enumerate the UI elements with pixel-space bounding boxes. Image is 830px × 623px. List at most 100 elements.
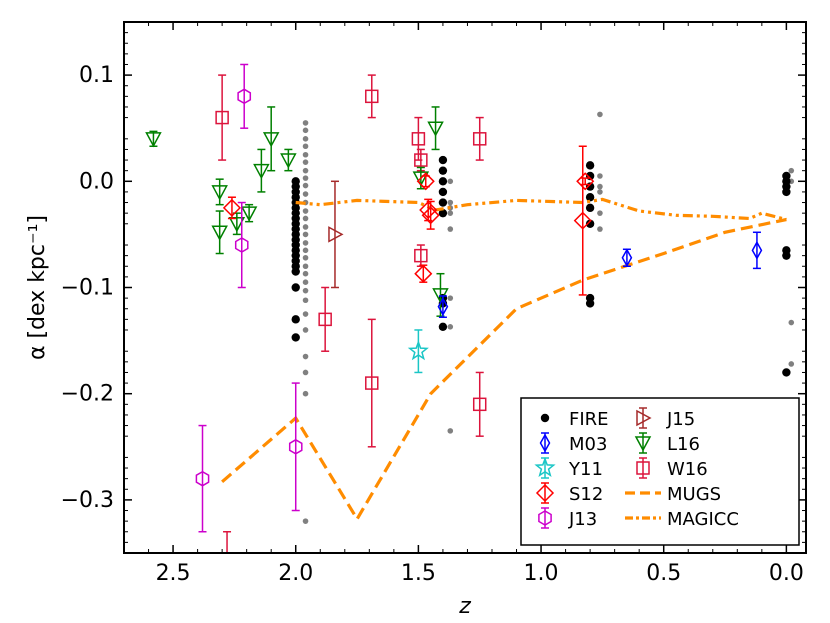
point-fire-grey xyxy=(302,279,309,285)
x-axis-label: z xyxy=(458,594,471,619)
point-fire-grey xyxy=(302,353,309,360)
legend-marker-y11 xyxy=(534,456,556,478)
legend-marker-s12 xyxy=(535,483,555,503)
x-tick-label: 1.0 xyxy=(524,561,559,586)
legend-label-y11: Y11 xyxy=(568,459,603,480)
point-fire-grey xyxy=(597,173,603,179)
x-tick-label: 2.5 xyxy=(156,561,191,586)
point-fire-grey xyxy=(302,136,309,142)
line-mugs xyxy=(221,217,787,523)
line-magicc xyxy=(295,197,787,222)
point-fire-grey xyxy=(302,240,309,246)
legend-box xyxy=(520,397,800,546)
point-fire xyxy=(438,208,448,218)
point-l16 xyxy=(412,171,430,187)
point-fire xyxy=(585,203,595,213)
point-s12 xyxy=(573,211,592,230)
point-fire-grey xyxy=(788,167,795,174)
point-fire-grey xyxy=(447,199,454,206)
point-fire-grey xyxy=(597,210,603,216)
point-fire-grey xyxy=(302,311,309,317)
point-fire xyxy=(438,187,448,197)
point-fire-grey xyxy=(447,226,454,232)
point-fire-grey xyxy=(302,215,309,222)
x-tick-label: 2.0 xyxy=(278,561,313,586)
point-fire xyxy=(291,267,300,276)
legend-label-j13: J13 xyxy=(568,509,597,530)
point-s12 xyxy=(414,264,433,283)
point-y11 xyxy=(407,340,429,361)
legend-marker-m03 xyxy=(539,433,551,453)
point-fire-grey xyxy=(302,182,309,189)
point-fire-grey xyxy=(302,270,309,277)
point-fire xyxy=(291,333,300,342)
point-fire-grey xyxy=(302,369,309,376)
legend-marker-l16 xyxy=(634,436,652,452)
point-fire-grey xyxy=(597,189,603,195)
series-s12 xyxy=(222,145,595,296)
point-fire-grey xyxy=(302,143,309,150)
series-m03 xyxy=(437,231,763,318)
point-fire-grey xyxy=(302,224,309,230)
point-w16 xyxy=(318,312,332,327)
point-fire xyxy=(438,177,448,186)
y-tick-label: 0.0 xyxy=(79,169,114,194)
point-fire xyxy=(438,198,448,207)
point-w16 xyxy=(365,376,379,390)
series-l16 xyxy=(145,106,449,317)
point-l16 xyxy=(228,217,246,233)
y-tick-label: −0.1 xyxy=(61,276,114,301)
point-s12 xyxy=(421,206,440,225)
point-w16 xyxy=(472,132,487,146)
legend-label-w16: W16 xyxy=(667,459,708,480)
point-fire xyxy=(585,219,595,228)
point-fire-grey xyxy=(302,231,309,238)
point-fire xyxy=(438,166,448,175)
point-fire-grey xyxy=(302,327,309,333)
point-fire xyxy=(585,299,595,308)
point-fire-grey xyxy=(597,183,603,190)
point-fire-grey xyxy=(302,167,309,174)
point-s12 xyxy=(576,172,595,191)
point-fire-grey xyxy=(302,175,309,181)
point-fire-grey xyxy=(302,151,309,158)
point-l16 xyxy=(427,121,444,137)
series-j13 xyxy=(195,63,303,533)
point-fire xyxy=(782,368,791,377)
y-tick-label: 0.1 xyxy=(79,63,114,88)
point-fire-grey xyxy=(447,323,454,330)
point-fire xyxy=(782,251,791,260)
series-magicc xyxy=(295,197,787,222)
y-tick-label: −0.2 xyxy=(61,382,114,407)
point-s12 xyxy=(416,172,435,191)
series-fire xyxy=(291,155,791,377)
point-fire-grey xyxy=(302,287,309,294)
point-w16 xyxy=(414,153,428,167)
point-fire-grey xyxy=(302,263,309,270)
point-fire-grey xyxy=(788,361,795,367)
point-fire-grey xyxy=(302,518,309,524)
legend-label-m03: M03 xyxy=(569,434,607,455)
series-j15 xyxy=(328,180,344,289)
legend-marker-fire xyxy=(540,413,550,423)
x-tick-label: 0.0 xyxy=(769,561,804,586)
point-fire-grey xyxy=(447,178,454,185)
point-fire xyxy=(291,283,300,292)
point-w16 xyxy=(221,558,233,570)
point-w16 xyxy=(365,89,379,104)
point-fire xyxy=(585,193,595,202)
point-fire xyxy=(438,322,448,331)
point-fire-grey xyxy=(447,428,454,434)
point-fire xyxy=(438,155,448,165)
point-fire-grey xyxy=(302,297,309,304)
point-fire-grey xyxy=(302,191,309,197)
point-fire xyxy=(291,315,300,324)
point-fire-grey xyxy=(302,247,309,254)
point-j13 xyxy=(288,438,303,455)
x-tick-label: 0.5 xyxy=(646,561,681,586)
point-l16 xyxy=(253,163,270,180)
series-mugs xyxy=(221,217,787,523)
point-w16 xyxy=(411,132,426,146)
point-fire-grey xyxy=(597,111,603,118)
